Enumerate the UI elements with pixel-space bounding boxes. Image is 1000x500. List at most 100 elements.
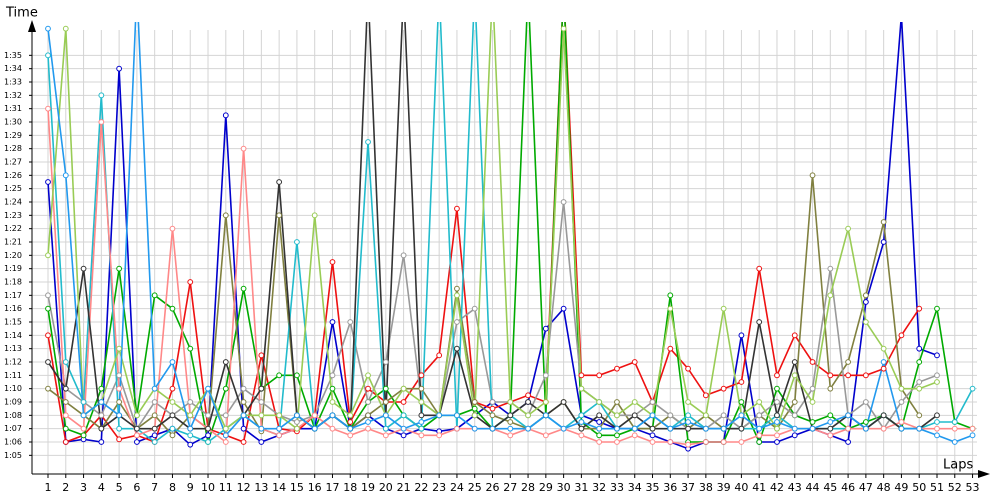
- point: [809, 359, 816, 365]
- x-tick-label: 29: [539, 481, 553, 494]
- point: [542, 399, 549, 405]
- point: [471, 425, 478, 432]
- y-tick-label: 1:27: [4, 158, 22, 167]
- point: [720, 412, 727, 419]
- point: [187, 399, 194, 405]
- y-tick-label: 1:33: [4, 78, 22, 87]
- x-tick-label: 23: [432, 481, 446, 494]
- point: [62, 359, 69, 365]
- x-tick-label: 45: [823, 481, 837, 494]
- point: [80, 265, 87, 272]
- point: [880, 239, 887, 245]
- point: [667, 412, 674, 419]
- point: [400, 252, 407, 259]
- x-tick-label: 46: [841, 481, 855, 494]
- point: [951, 419, 958, 425]
- point: [578, 432, 585, 439]
- point: [845, 439, 851, 445]
- point: [596, 419, 603, 425]
- point: [134, 412, 140, 419]
- y-tick-label: 1:35: [4, 51, 22, 60]
- x-axis-arrow: [978, 470, 990, 478]
- point: [898, 399, 905, 405]
- point: [720, 305, 727, 312]
- point: [756, 265, 763, 272]
- point: [756, 439, 763, 445]
- point: [507, 399, 514, 405]
- y-tick-label: 1:30: [4, 118, 22, 127]
- point: [116, 436, 123, 443]
- point: [240, 385, 247, 392]
- x-tick-label: 18: [343, 481, 357, 494]
- point: [774, 412, 780, 419]
- point: [525, 399, 531, 405]
- point: [862, 292, 869, 299]
- y-tick-label: 1:08: [4, 411, 22, 420]
- point: [898, 332, 905, 339]
- x-tick-label: 50: [912, 481, 926, 494]
- point: [916, 359, 923, 365]
- point: [702, 412, 709, 419]
- point: [62, 399, 69, 405]
- point: [62, 425, 69, 432]
- point: [134, 439, 140, 445]
- point: [685, 425, 691, 432]
- point: [222, 385, 229, 392]
- point: [454, 292, 460, 299]
- point: [596, 372, 603, 379]
- point: [294, 425, 300, 432]
- point: [258, 412, 265, 419]
- point: [489, 405, 496, 412]
- x-tick-label: 33: [610, 481, 624, 494]
- x-tick-label: 35: [646, 481, 660, 494]
- x-tick-label: 34: [628, 481, 642, 494]
- point: [418, 425, 425, 432]
- point: [454, 285, 460, 292]
- point: [934, 352, 940, 359]
- point: [329, 319, 336, 325]
- point: [738, 425, 745, 432]
- point: [400, 399, 407, 405]
- point: [436, 352, 443, 359]
- point: [382, 399, 389, 405]
- point: [329, 259, 336, 265]
- y-tick-label: 1:15: [4, 318, 22, 327]
- point: [311, 212, 318, 219]
- x-tick-label: 26: [485, 481, 499, 494]
- point: [667, 425, 674, 432]
- point: [756, 319, 763, 325]
- point: [347, 319, 354, 325]
- point: [98, 439, 105, 445]
- point: [614, 412, 620, 419]
- point: [365, 385, 371, 392]
- point: [311, 412, 318, 419]
- point: [880, 365, 887, 372]
- point: [240, 285, 247, 292]
- point: [436, 412, 443, 419]
- point: [294, 239, 300, 245]
- point: [756, 399, 763, 405]
- point: [969, 432, 976, 439]
- point: [169, 305, 176, 312]
- point: [187, 345, 194, 352]
- point: [507, 412, 514, 419]
- point: [276, 372, 283, 379]
- y-tick-label: 1:25: [4, 184, 22, 193]
- point: [134, 432, 140, 439]
- point: [791, 412, 798, 419]
- point: [916, 345, 923, 352]
- point: [222, 439, 229, 445]
- point: [880, 219, 887, 225]
- y-tick-label: 1:28: [4, 144, 22, 153]
- point: [365, 412, 371, 419]
- y-tick-label: 1:21: [4, 238, 22, 247]
- x-tick-label: 27: [503, 481, 517, 494]
- point: [62, 385, 69, 392]
- point: [542, 432, 549, 439]
- point: [329, 425, 336, 432]
- point: [205, 439, 211, 445]
- point: [862, 372, 869, 379]
- point: [222, 412, 229, 419]
- point: [738, 379, 745, 385]
- point: [899, 13, 904, 18]
